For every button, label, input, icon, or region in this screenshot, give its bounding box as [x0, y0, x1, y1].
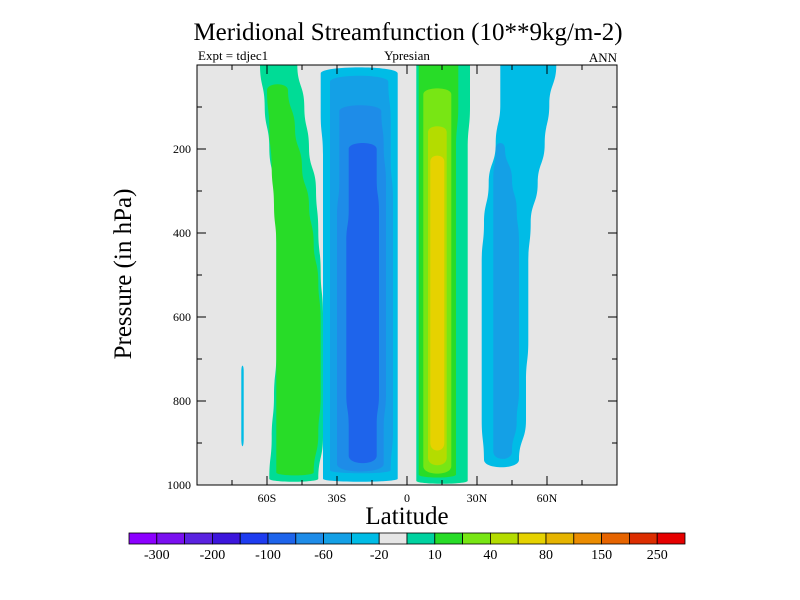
colorbar-label: 250: [647, 548, 668, 563]
colorbar-label: -200: [200, 548, 226, 563]
contour-regions: [241, 65, 557, 484]
period-label: Ypresian: [384, 48, 430, 63]
x-tick-label: 60N: [537, 491, 558, 505]
colorbar-label: 150: [591, 548, 612, 563]
axis-ticks: [196, 64, 618, 486]
colorbar-swatch: [462, 532, 491, 545]
colorbar-swatch: [406, 532, 436, 545]
colorbar-swatch: [156, 532, 186, 545]
colorbar-swatch: [434, 532, 463, 545]
colorbar-swatch: [323, 532, 352, 545]
y-tick-label: 1000: [167, 478, 191, 492]
colorbar-swatch: [378, 532, 408, 545]
colorbar-label: -60: [314, 548, 333, 563]
colorbar-swatch: [656, 532, 686, 545]
colorbar-swatch: [489, 532, 519, 545]
plot-area: 60S 30S 0 30N 60N 200 400 600 800 1000: [167, 64, 618, 505]
colorbar-swatch: [629, 532, 658, 545]
y-tick-label: 200: [173, 142, 191, 156]
colorbar-swatch: [573, 532, 602, 545]
north-green-cell-core: [430, 155, 445, 451]
season-label: ANN: [589, 50, 618, 65]
y-axis-title: Pressure (in hPa): [110, 189, 137, 360]
x-tick-label: 30N: [467, 491, 488, 505]
colorbar-swatch: [211, 532, 241, 545]
y-tick-label: 400: [173, 226, 191, 240]
x-tick-label: 0: [404, 491, 410, 505]
south-blue-cell-core: [346, 143, 379, 464]
north-blue-cell-inner: [493, 143, 519, 459]
polar-blue-sliver: [241, 365, 244, 447]
colorbar-swatch: [295, 532, 324, 545]
colorbar-label: 80: [539, 548, 553, 563]
colorbar-label: 40: [483, 548, 497, 563]
colorbar-label: -20: [370, 548, 389, 563]
colorbar-swatch: [128, 532, 158, 545]
axis-tick-labels: 60S 30S 0 30N 60N 200 400 600 800 1000: [167, 142, 558, 505]
colorbar-swatch: [601, 532, 630, 545]
colorbar-swatch: [517, 532, 547, 545]
colorbar-label: -100: [255, 548, 281, 563]
colorbar-label: 10: [428, 548, 442, 563]
colorbar-swatch: [545, 532, 575, 545]
y-tick-label: 800: [173, 394, 191, 408]
x-axis-title: Latitude: [365, 503, 448, 530]
x-tick-label: 30S: [328, 491, 347, 505]
colorbar: -300 -200 -100 -60 -20 10 40 80 150 250: [128, 532, 686, 563]
colorbar-swatch: [350, 532, 380, 545]
chart-title: Meridional Streamfunction (10**9kg/m-2): [193, 19, 622, 46]
experiment-label: Expt = tdjec1: [198, 48, 268, 63]
colorbar-label: -300: [144, 548, 170, 563]
plot-background: [197, 65, 617, 485]
colorbar-swatch: [267, 532, 297, 545]
colorbar-swatch: [184, 532, 213, 545]
colorbar-swatch: [239, 532, 269, 545]
x-tick-label: 60S: [258, 491, 277, 505]
south-green-cell-inner: [267, 84, 321, 476]
y-tick-label: 600: [173, 310, 191, 324]
